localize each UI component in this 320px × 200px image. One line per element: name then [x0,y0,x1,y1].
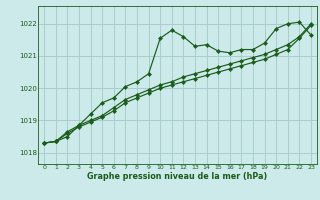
X-axis label: Graphe pression niveau de la mer (hPa): Graphe pression niveau de la mer (hPa) [87,172,268,181]
